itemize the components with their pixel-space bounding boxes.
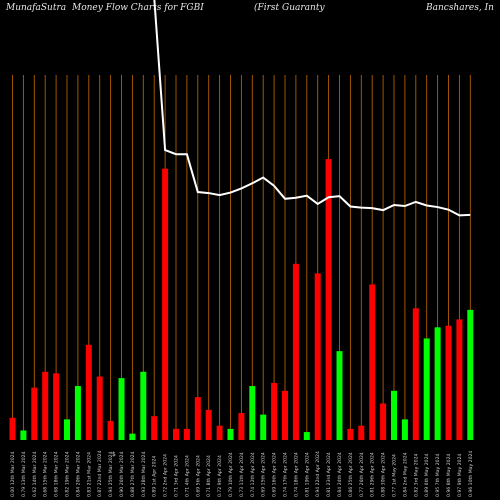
x-tick-label: 0.82 3rd May 2024 xyxy=(413,453,419,497)
grid-lines xyxy=(12,75,471,440)
money-flow-bar xyxy=(31,387,38,440)
x-tick-label: 0.82 19th Mar 2024 xyxy=(65,451,71,497)
money-flow-bar xyxy=(369,284,376,440)
x-tick-label: 0.83 21st Mar 2024 xyxy=(86,452,92,497)
money-flow-bar xyxy=(9,417,16,440)
money-flow-bar xyxy=(227,428,234,440)
x-tick-label: 0.89 6th May 2024 xyxy=(424,453,430,497)
x-tick-label: 0.71 8th Apr 2024 xyxy=(206,455,212,497)
chart-source: MunafaSutra xyxy=(6,3,67,13)
money-flow-bar xyxy=(467,309,474,440)
money-flow-bar xyxy=(129,433,136,440)
x-tick-label: 0.88 30th Apr 2024 xyxy=(381,452,387,497)
money-flow-bar xyxy=(380,403,387,440)
money-flow-bar xyxy=(412,308,419,440)
x-tick-label: 0.95 7th May 2024 xyxy=(435,453,441,497)
money-flow-bar xyxy=(456,319,463,440)
x-tick-label: 0.81 29th Apr 2024 xyxy=(370,452,376,497)
money-flow-bar xyxy=(183,428,190,440)
money-flow-bars xyxy=(9,159,474,440)
money-flow-bar xyxy=(85,344,92,440)
money-flow-bar xyxy=(292,263,299,440)
x-tick-label: 0.81 19th Apr 2024 xyxy=(304,452,310,497)
money-flow-bar xyxy=(260,414,267,440)
money-flow-bar xyxy=(358,425,365,440)
x-tick-label: 0.97 9th May 2024 xyxy=(457,453,463,497)
money-flow-bar xyxy=(194,397,201,440)
money-flow-bar xyxy=(282,390,288,440)
chart-name: Money Flow Charts for FGBI xyxy=(72,3,204,13)
x-tick-label: 0.84 20th Mar 2024 xyxy=(75,451,81,497)
x-tick-label: 0.72 9th Apr 2024 xyxy=(217,455,223,497)
x-tick-label: 0.74 18th Apr 2024 xyxy=(293,452,299,497)
money-flow-bar xyxy=(434,327,441,440)
x-axis-tick-labels: 0.00 12th Mar 2024 0.79 13th Mar 2024 0.62… xyxy=(10,450,474,497)
money-flow-bar xyxy=(74,386,81,440)
x-tick-label: 0.87 22nd Mar 2024 xyxy=(97,450,103,497)
x-tick-label: 0.84 24th Apr 2024 xyxy=(337,452,343,497)
x-tick-label: 0.93 28th Mar 2024 xyxy=(141,451,147,497)
money-flow-bar xyxy=(347,428,354,440)
x-tick-label: 0.69 16th Apr 2024 xyxy=(272,452,278,497)
money-flow-bar xyxy=(445,325,452,440)
x-tick-label: 0.73 11th Apr 2024 xyxy=(239,452,245,497)
company-name-part1: (First Guaranty xyxy=(254,3,325,13)
money-flow-bar xyxy=(42,371,49,440)
price-line xyxy=(153,0,471,217)
x-tick-label: 0.86 25th Apr 2024 xyxy=(348,452,354,497)
money-flow-bar xyxy=(336,351,343,440)
money-flow-bar xyxy=(151,416,158,440)
x-tick-label: 0.74 12th Apr 2024 xyxy=(250,452,256,497)
money-flow-bar xyxy=(118,378,125,440)
money-flow-bar xyxy=(162,168,169,440)
x-tick-label: 0.68 15th Mar 2024 xyxy=(43,451,49,497)
x-tick-label: 0.00 12th Mar 2024 xyxy=(10,451,16,497)
money-flow-bar xyxy=(271,382,278,440)
money-flow-bar xyxy=(391,390,397,440)
money-flow-bar xyxy=(173,428,179,440)
chart-title: MunafaSutra Money Flow Charts for FGBI (… xyxy=(6,3,500,17)
x-tick-label: 0.68 18th Mar 2024 xyxy=(54,451,60,497)
money-flow-bar xyxy=(325,159,332,440)
company-name-part2: Bancshares, In xyxy=(426,3,494,13)
x-tick-label: 0.96 10th May 2024 xyxy=(468,451,474,497)
x-tick-label: 0.71 3rd Apr 2024 xyxy=(174,455,180,497)
money-flow-bar xyxy=(107,420,114,440)
x-tick-label: 0.79 13th Mar 2024 xyxy=(21,451,27,497)
x-tick-label: 0.81 23rd Apr 2024 xyxy=(326,452,332,497)
x-tick-label: 0.79 10th Apr 2024 xyxy=(228,452,234,497)
money-flow-bar xyxy=(64,419,70,440)
x-tick-label: 0.88 27th Mar 2024 xyxy=(130,451,136,497)
x-tick-label: 0.74 17th Apr 2024 xyxy=(283,452,289,497)
x-tick-label: 0.72 2nd Apr 2024 xyxy=(163,454,169,497)
x-tick-label: 0.77 1st May 2024 xyxy=(392,454,398,497)
x-tick-label: 0.71 4th Apr 2024 xyxy=(184,455,190,497)
x-tick-label: 0.90 26th Mar 2024 xyxy=(119,451,125,497)
x-tick-label: 0.69 5th Apr 2024 xyxy=(195,455,201,497)
x-tick-label: 0.96 8th May 2024 xyxy=(446,453,452,497)
money-flow-bar xyxy=(249,386,256,440)
x-tick-label: 0.77 26th Apr 2024 xyxy=(359,452,365,497)
money-flow-bar xyxy=(423,338,430,440)
money-flow-bar xyxy=(20,430,27,440)
money-flow-bar xyxy=(303,432,310,440)
price-line-path xyxy=(153,0,471,217)
money-flow-bar xyxy=(140,371,147,440)
money-flow-bar xyxy=(238,413,245,440)
x-tick-label: 0.94 22nd Apr 2024 xyxy=(315,451,321,497)
x-tick-label: 0.89 1st Apr 2024 xyxy=(152,456,158,497)
x-tick-label: 0.69 15th Apr 2024 xyxy=(261,452,267,497)
dollar-marker: $ xyxy=(112,451,116,458)
money-flow-bar xyxy=(205,409,212,440)
x-tick-label: 0.62 14th Mar 2024 xyxy=(32,451,38,497)
x-tick-label: 0.84 2nd May 2024 xyxy=(402,452,408,497)
x-tick-label: 0.94 25th Mar 2024 xyxy=(108,451,114,497)
money-flow-bar xyxy=(53,373,60,440)
money-flow-bar xyxy=(314,273,321,440)
money-flow-bar xyxy=(216,425,223,440)
money-flow-bar xyxy=(401,419,408,440)
money-flow-bar xyxy=(96,376,103,440)
